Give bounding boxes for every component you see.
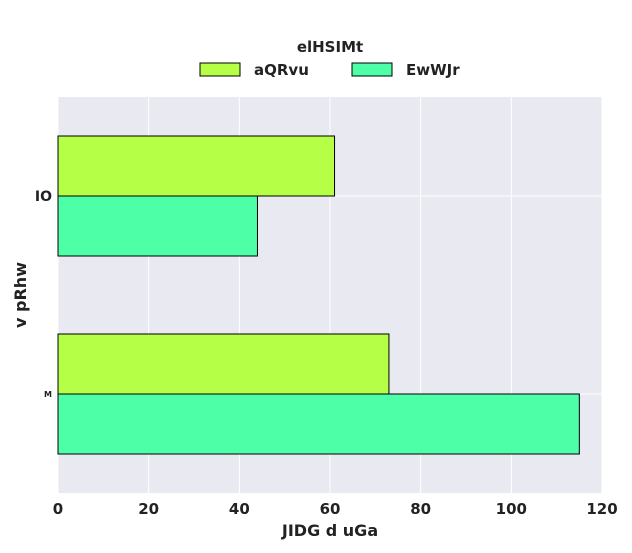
x-tick-label: 0: [53, 500, 63, 518]
x-tick-label: 120: [586, 500, 617, 518]
x-tick-label: 20: [138, 500, 159, 518]
y-axis-ticks: IO M: [35, 189, 52, 399]
bar-aQRvu-M: [57, 333, 390, 395]
legend-label-EwWJr: EwWJr: [406, 61, 460, 79]
legend-swatch-EwWJr: [351, 62, 393, 77]
y-tick-label: M: [44, 390, 52, 399]
legend: elHSIMt aQRvu EwWJr: [199, 38, 460, 79]
x-tick-label: 100: [496, 500, 527, 518]
legend-title: elHSIMt: [297, 38, 363, 56]
y-axis-label: v pRhw: [11, 262, 30, 328]
x-axis-label: JIDG d uGa: [281, 521, 378, 540]
bar-group: [57, 135, 580, 455]
legend-swatch-aQRvu: [199, 62, 241, 77]
bar-EwWJr-IO: [57, 195, 258, 257]
x-tick-label: 80: [410, 500, 431, 518]
x-tick-label: 40: [229, 500, 250, 518]
x-axis-ticks: 0 20 40 60 80 100 120: [53, 500, 618, 518]
legend-label-aQRvu: aQRvu: [254, 61, 309, 79]
bar-EwWJr-M: [57, 393, 580, 455]
bar-aQRvu-IO: [57, 135, 336, 197]
x-tick-label: 60: [320, 500, 341, 518]
y-tick-label: IO: [35, 189, 52, 205]
